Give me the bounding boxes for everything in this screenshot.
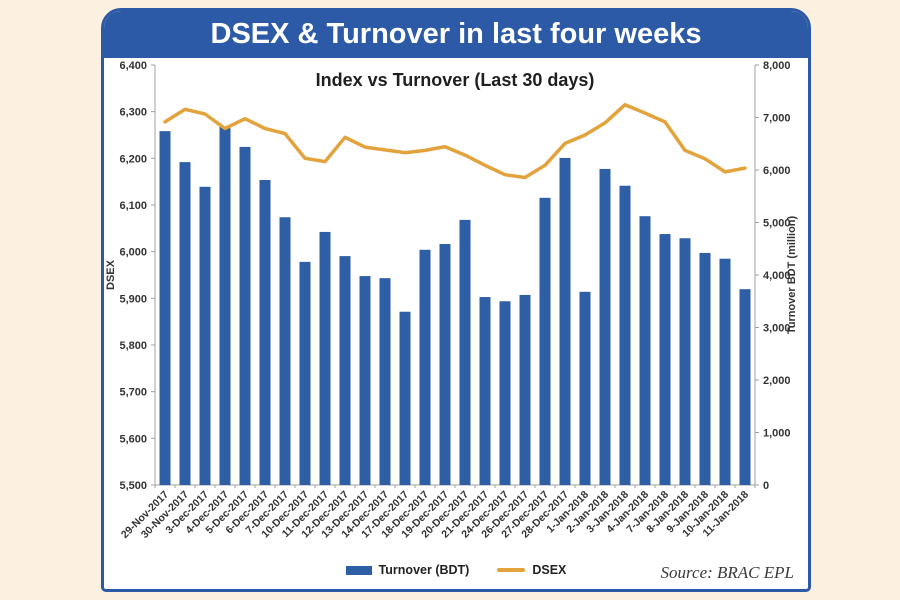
svg-text:5,700: 5,700 xyxy=(119,387,147,399)
turnover-bar xyxy=(579,291,591,485)
svg-text:5,500: 5,500 xyxy=(119,480,147,492)
left-axis-title: DSEX xyxy=(105,259,117,290)
turnover-bar xyxy=(679,238,691,485)
svg-text:1,000: 1,000 xyxy=(763,428,791,440)
svg-text:5,900: 5,900 xyxy=(119,293,147,305)
turnover-bar xyxy=(419,249,431,485)
svg-text:7,000: 7,000 xyxy=(763,113,791,125)
chart-footer: Turnover (BDT) DSEX Source: BRAC EPL xyxy=(104,543,808,589)
dsex-swatch-icon xyxy=(497,568,526,572)
legend-label-dsex: DSEX xyxy=(532,563,567,577)
legend: Turnover (BDT) DSEX xyxy=(104,563,808,577)
svg-text:6,100: 6,100 xyxy=(119,200,147,212)
turnover-bar xyxy=(599,168,611,485)
turnover-bar xyxy=(159,131,171,485)
chart-svg: Index vs Turnover (Last 30 days) 5,5005,… xyxy=(105,60,798,541)
legend-item-dsex: DSEX xyxy=(497,563,566,577)
plot-area: 5,500 5,600 5,700 5,800 5,900 6,000 6,100 6,200… xyxy=(119,60,791,541)
turnover-bar xyxy=(719,258,731,485)
turnover-bar xyxy=(539,197,551,485)
turnover-bar xyxy=(299,261,311,485)
banner-title: DSEX & Turnover in last four weeks xyxy=(210,18,702,50)
legend-label-turnover: Turnover (BDT) xyxy=(378,563,470,577)
svg-text:5,000: 5,000 xyxy=(763,218,791,230)
source-credit: Source: BRAC EPL xyxy=(660,563,794,582)
turnover-bar xyxy=(359,276,371,485)
turnover-bar xyxy=(179,162,191,485)
turnover-bar xyxy=(399,311,411,485)
turnover-bar xyxy=(479,297,491,485)
svg-text:8,000: 8,000 xyxy=(763,60,791,72)
turnover-bar xyxy=(619,185,631,485)
turnover-bar xyxy=(259,179,271,485)
turnover-bar xyxy=(379,278,391,485)
turnover-bar xyxy=(219,126,231,485)
svg-text:6,000: 6,000 xyxy=(763,165,791,177)
svg-text:6,400: 6,400 xyxy=(119,60,147,72)
legend-item-turnover: Turnover (BDT) xyxy=(345,563,470,577)
turnover-bar xyxy=(739,289,751,485)
turnover-bar xyxy=(319,231,331,485)
turnover-bar xyxy=(559,157,571,486)
svg-text:3,000: 3,000 xyxy=(763,323,791,335)
dsex-line xyxy=(163,102,747,180)
turnover-bar xyxy=(499,301,511,485)
turnover-bar xyxy=(239,146,251,485)
turnover-bar xyxy=(459,219,471,485)
turnover-swatch-icon xyxy=(345,565,372,575)
turnover-bar xyxy=(659,234,671,485)
right-axis-title: Turnover BDT (million) xyxy=(786,215,798,334)
chart-title: Index vs Turnover (Last 30 days) xyxy=(316,70,595,90)
turnover-bar xyxy=(639,216,651,485)
svg-text:0: 0 xyxy=(763,480,769,492)
svg-text:4,000: 4,000 xyxy=(763,270,791,282)
svg-text:6,000: 6,000 xyxy=(119,247,147,259)
svg-text:5,800: 5,800 xyxy=(119,340,147,352)
chart-card: DSEX & Turnover in last four weeks Index… xyxy=(101,8,811,592)
title-banner: DSEX & Turnover in last four weeks xyxy=(104,11,808,58)
turnover-bar xyxy=(339,256,351,485)
svg-text:2,000: 2,000 xyxy=(763,375,791,387)
turnover-bar xyxy=(199,186,211,486)
turnover-bar xyxy=(699,252,711,485)
turnover-bar xyxy=(279,217,291,485)
svg-text:6,200: 6,200 xyxy=(119,153,147,165)
turnover-bar xyxy=(439,244,451,485)
svg-text:5,600: 5,600 xyxy=(119,433,147,445)
svg-text:6,300: 6,300 xyxy=(119,107,147,119)
turnover-bar xyxy=(519,294,531,485)
